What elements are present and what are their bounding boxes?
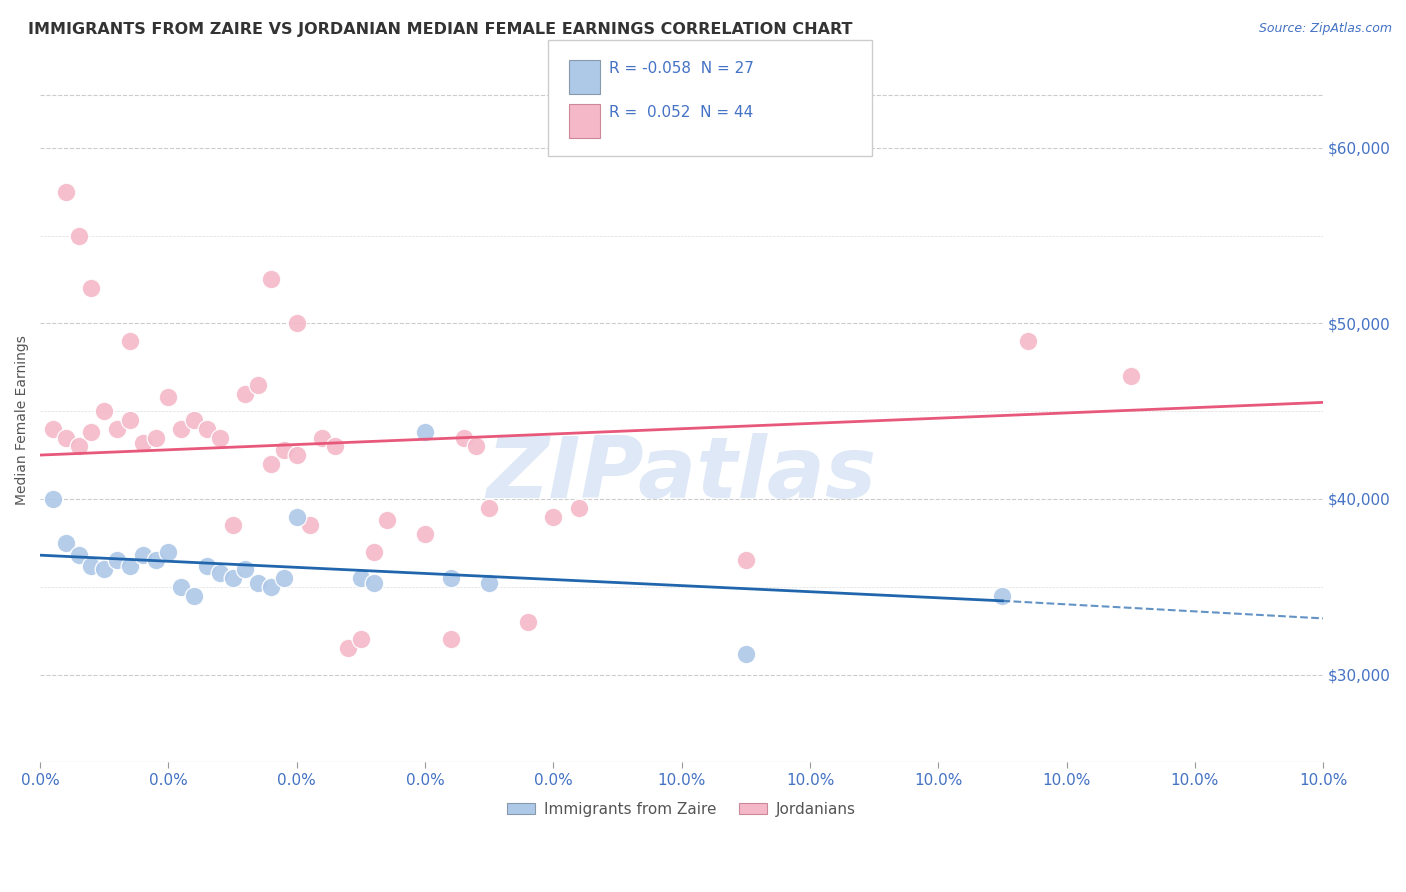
Point xyxy=(413,425,436,440)
Point xyxy=(55,536,77,550)
Point xyxy=(221,518,243,533)
Point xyxy=(363,544,385,558)
Point xyxy=(55,430,77,444)
Point xyxy=(247,576,270,591)
Text: R = -0.058  N = 27: R = -0.058 N = 27 xyxy=(609,61,754,76)
Y-axis label: Median Female Earnings: Median Female Earnings xyxy=(15,335,30,505)
Point xyxy=(413,527,436,541)
Point xyxy=(118,413,141,427)
Point xyxy=(260,580,283,594)
Point xyxy=(375,513,398,527)
Point xyxy=(170,580,193,594)
Point xyxy=(132,435,155,450)
Point xyxy=(235,386,257,401)
Point xyxy=(93,404,115,418)
Point xyxy=(465,439,488,453)
Point xyxy=(285,509,308,524)
Point xyxy=(734,647,756,661)
Point xyxy=(285,316,308,330)
Point xyxy=(183,589,205,603)
Point xyxy=(453,430,475,444)
Point xyxy=(273,571,295,585)
Point xyxy=(170,422,193,436)
Point xyxy=(273,442,295,457)
Point xyxy=(363,576,385,591)
Point xyxy=(350,632,373,647)
Point xyxy=(67,548,90,562)
Point xyxy=(323,439,346,453)
Point xyxy=(67,439,90,453)
Point xyxy=(235,562,257,576)
Point xyxy=(42,491,65,506)
Point xyxy=(42,422,65,436)
Point xyxy=(1017,334,1039,348)
Point xyxy=(157,390,180,404)
Text: IMMIGRANTS FROM ZAIRE VS JORDANIAN MEDIAN FEMALE EARNINGS CORRELATION CHART: IMMIGRANTS FROM ZAIRE VS JORDANIAN MEDIA… xyxy=(28,22,852,37)
Text: Source: ZipAtlas.com: Source: ZipAtlas.com xyxy=(1258,22,1392,36)
Point xyxy=(105,422,128,436)
Point xyxy=(145,553,167,567)
Point xyxy=(132,548,155,562)
Point xyxy=(337,641,360,656)
Point xyxy=(991,589,1014,603)
Point xyxy=(80,558,103,573)
Point xyxy=(195,558,218,573)
Point xyxy=(1119,369,1142,384)
Point xyxy=(118,558,141,573)
Point xyxy=(516,615,538,629)
Point xyxy=(478,576,501,591)
Point xyxy=(208,430,231,444)
Point xyxy=(440,632,463,647)
Legend: Immigrants from Zaire, Jordanians: Immigrants from Zaire, Jordanians xyxy=(501,796,862,823)
Point xyxy=(221,571,243,585)
Point xyxy=(55,185,77,199)
Text: R =  0.052  N = 44: R = 0.052 N = 44 xyxy=(609,105,754,120)
Point xyxy=(440,571,463,585)
Point xyxy=(145,430,167,444)
Point xyxy=(285,448,308,462)
Point xyxy=(93,562,115,576)
Point xyxy=(195,422,218,436)
Point xyxy=(105,553,128,567)
Point xyxy=(80,281,103,295)
Point xyxy=(478,500,501,515)
Point xyxy=(67,228,90,243)
Point xyxy=(80,425,103,440)
Point xyxy=(298,518,321,533)
Point xyxy=(247,377,270,392)
Point xyxy=(208,566,231,580)
Point xyxy=(734,553,756,567)
Point xyxy=(350,571,373,585)
Point xyxy=(260,272,283,286)
Point xyxy=(568,500,591,515)
Point xyxy=(118,334,141,348)
Text: ZIPatlas: ZIPatlas xyxy=(486,434,877,516)
Point xyxy=(311,430,333,444)
Point xyxy=(183,413,205,427)
Point xyxy=(157,544,180,558)
Point xyxy=(260,457,283,471)
Point xyxy=(543,509,565,524)
